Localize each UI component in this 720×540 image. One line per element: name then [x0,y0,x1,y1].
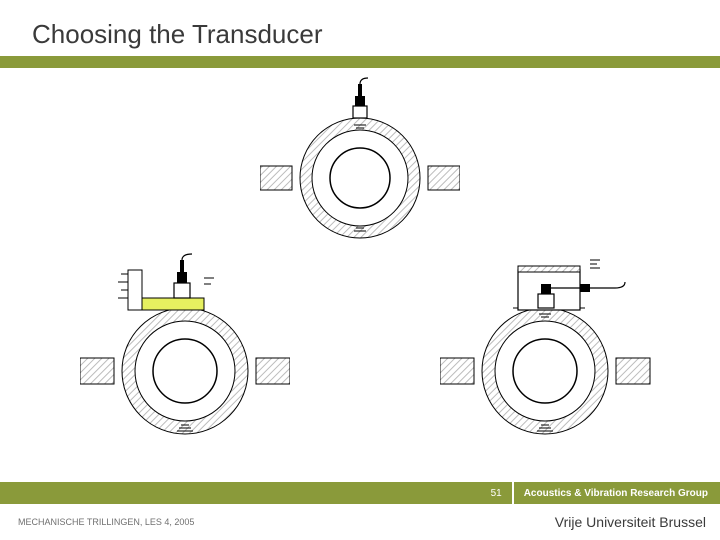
diagram-bottom-left-bracket-mount [80,238,290,448]
flange-br-svg [440,238,670,448]
footer-bar: 51 Acoustics & Vibration Research Group [0,482,720,504]
page-title: Choosing the Transducer [32,19,323,50]
diagram-bottom-right-enclosure-mount [440,238,670,448]
diagram-top-direct-mount [260,76,460,246]
footer-right-text: Vrije Universiteit Brussel [555,514,706,530]
title-bar: Choosing the Transducer [0,0,720,56]
footer-left-text: MECHANISCHE TRILLINGEN, LES 4, 2005 [18,517,194,527]
flange-top-svg [260,76,460,246]
flange-bl-svg [80,238,290,448]
footer: 51 Acoustics & Vibration Research Group … [0,482,720,540]
page-number: 51 [481,482,514,504]
footer-bottom: MECHANISCHE TRILLINGEN, LES 4, 2005 Vrij… [0,504,720,540]
content-area [0,68,720,482]
title-divider [0,56,720,68]
research-group-label: Acoustics & Vibration Research Group [514,488,720,499]
